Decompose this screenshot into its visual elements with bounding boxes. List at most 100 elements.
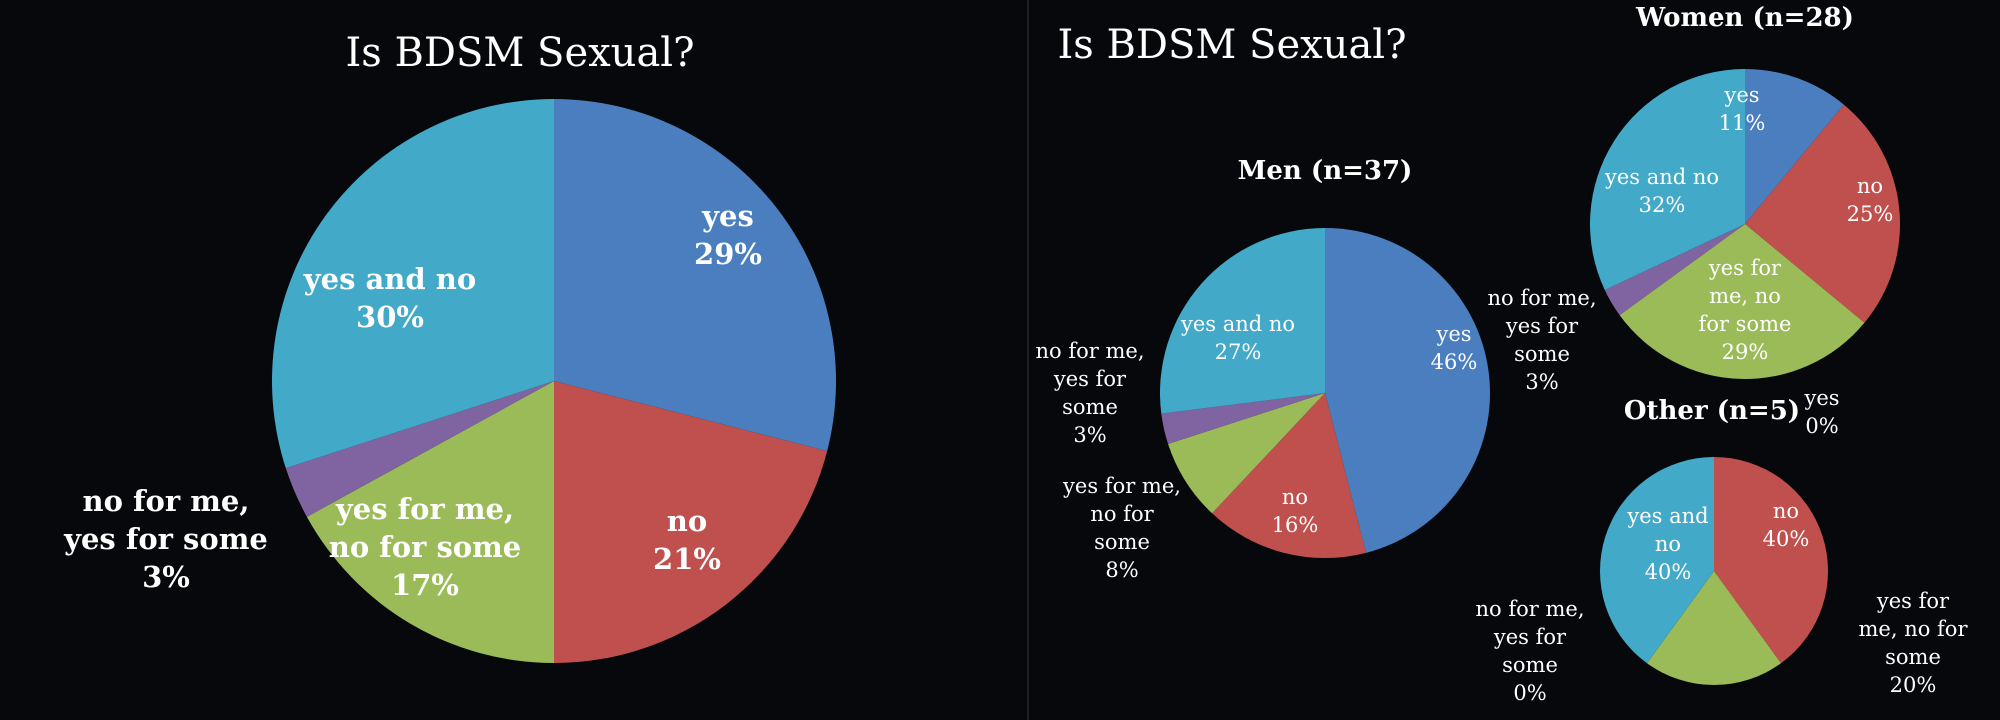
pie-1-slice-no: [1212, 393, 1367, 559]
pie-0-label-no-for-me-yes-for-some-line-2: 3%: [142, 560, 190, 594]
pie-3-label-yes-and-no-line-2: 40%: [1645, 560, 1692, 584]
pie-2-slice-yes: [1745, 69, 1844, 224]
pie-0-slice-no: [554, 381, 828, 663]
pie-3-label-yes-for-me-no-for-some-line-3: 20%: [1890, 673, 1937, 697]
pie-0-label-no-line-0: no: [667, 504, 707, 538]
pie-2-label-yes-for-me-no-for-some-line-2: for some: [1699, 312, 1792, 336]
pie-1-label-yes-and-no-line-0: yes and no: [1180, 312, 1295, 336]
pie-0-label-yes-for-me-no-for-some-line-2: 17%: [391, 568, 459, 602]
pie-3-label-no-for-me-yes-for-some-line-1: yes for: [1493, 625, 1567, 649]
pie-2-label-yes-for-me-no-for-some: yes for me, no for some 29%: [1699, 256, 1792, 364]
pie-2-label-yes-and-no: yes and no 32%: [1604, 165, 1719, 217]
pie-3-label-no-for-me-yes-for-some: no for me, yes for some 0%: [1476, 597, 1585, 705]
pie-2-label-no-for-me-yes-for-some: no for me, yes for some 3%: [1488, 286, 1597, 394]
pie-0-slice-yes: [554, 99, 836, 452]
pie-3-label-yes-for-me-no-for-some-line-1: me, no for: [1859, 617, 1969, 641]
pie-2-label-no-line-0: no: [1857, 174, 1883, 198]
pie-2-slice-no: [1745, 104, 1900, 323]
pie-2-slice-yes-and-no: [1589, 69, 1745, 290]
pie-3-slice-no: [1714, 457, 1828, 664]
pie-1-slice-yes-and-no: [1160, 228, 1325, 414]
pie-3-label-no: no 40%: [1763, 499, 1810, 551]
pie-2-label-yes-for-me-no-for-some-line-3: 29%: [1722, 340, 1769, 364]
pie-1-label-yes-and-no: yes and no 27%: [1180, 312, 1295, 364]
pie-1-label-no-for-me-yes-for-some: no for me, yes for some 3%: [1036, 339, 1145, 447]
pie-1-label-yes: yes 46%: [1431, 322, 1478, 374]
pie-3-label-yes-and-no: yes and no 40%: [1626, 504, 1708, 584]
pie-1-label-yes-for-me-no-for-some-line-2: some: [1094, 530, 1150, 554]
pie-2-label-yes-line-0: yes: [1723, 83, 1759, 107]
right-chart-title: Is BDSM Sexual?: [1057, 22, 1406, 68]
pie-2-label-yes-for-me-no-for-some-line-0: yes for: [1708, 256, 1782, 280]
pie-0-label-no: no 21%: [653, 504, 721, 576]
pie-1-label-yes-for-me-no-for-some-line-0: yes for me,: [1062, 474, 1181, 498]
pie-1-label-no-line-1: 16%: [1272, 513, 1319, 537]
pie-1-label-no-for-me-yes-for-some-line-1: yes for: [1053, 367, 1127, 391]
pie-0-label-yes: yes 29%: [694, 199, 762, 271]
pie-0-label-no-for-me-yes-for-some-line-1: yes for some: [63, 522, 268, 556]
pie-0-label-yes-and-no: yes and no 30%: [303, 262, 476, 334]
pie-3-label-yes-for-me-no-for-some-line-0: yes for: [1876, 589, 1950, 613]
pie-2-label-yes: yes 11%: [1719, 83, 1766, 135]
pie-3-label-yes-for-me-no-for-some-line-2: some: [1885, 645, 1941, 669]
pie-1-slice-yes-for-me-no-for-some: [1168, 393, 1325, 514]
pie-1-label-yes-line-1: 46%: [1431, 350, 1478, 374]
pie-3-slice-yes-for-me-no-for-some: [1646, 571, 1782, 686]
pie-1-slice-no-for-me-yes-for-some: [1161, 393, 1325, 444]
pie-2-label-yes-line-1: 11%: [1719, 111, 1766, 135]
pie-0-label-yes-line-1: 29%: [694, 237, 762, 271]
pie-0-label-yes-line-0: yes: [701, 199, 754, 233]
pie-1-label-yes-line-0: yes: [1435, 322, 1471, 346]
pie-0-slice-yes-and-no: [271, 99, 554, 469]
pie-0-label-no-for-me-yes-for-some: no for me, yes for some 3%: [63, 484, 268, 594]
pie-3-label-no-line-1: 40%: [1763, 527, 1810, 551]
pie-0-label-no-for-me-yes-for-some-line-0: no for me,: [83, 484, 250, 518]
pie-0-label-yes-for-me-no-for-some-line-0: yes for me,: [335, 492, 514, 526]
pie-0-slice-no-for-me-yes-for-some: [285, 381, 554, 517]
pie-1-label-no-for-me-yes-for-some-line-2: some: [1062, 395, 1118, 419]
pie-0-label-yes-for-me-no-for-some: yes for me, no for some 17%: [329, 492, 522, 602]
pie-3-label-no-for-me-yes-for-some-line-0: no for me,: [1476, 597, 1585, 621]
pie-1-label-no-line-0: no: [1282, 485, 1308, 509]
pie-2-label-no-for-me-yes-for-some-line-1: yes for: [1505, 314, 1579, 338]
pie-2-label-no-for-me-yes-for-some-line-3: 3%: [1525, 370, 1558, 394]
pie-2-label-no: no 25%: [1847, 174, 1894, 226]
pie-3-label-yes: yes 0%: [1803, 386, 1839, 438]
pie-2-label-no-line-1: 25%: [1847, 202, 1894, 226]
pie-1-label-yes-and-no-line-1: 27%: [1215, 340, 1262, 364]
pie-2-label-no-for-me-yes-for-some-line-2: some: [1514, 342, 1570, 366]
men-chart-subtitle: Men (n=37): [1238, 156, 1413, 186]
pie-3-label-no-for-me-yes-for-some-line-3: 0%: [1513, 681, 1546, 705]
pie-0-label-yes-and-no-line-1: 30%: [356, 300, 424, 334]
pie-1-label-yes-for-me-no-for-some-line-3: 8%: [1105, 558, 1138, 582]
pie-2-label-yes-for-me-no-for-some-line-1: me, no: [1709, 284, 1781, 308]
pie-1-label-yes-for-me-no-for-some-line-1: no for: [1090, 502, 1154, 526]
pie-3-label-yes-and-no-line-1: no: [1655, 532, 1681, 556]
pie-3-label-no-for-me-yes-for-some-line-2: some: [1502, 653, 1558, 677]
pie-1-label-yes-for-me-no-for-some: yes for me, no for some 8%: [1062, 474, 1181, 582]
pie-2-label-yes-and-no-line-0: yes and no: [1604, 165, 1719, 189]
pie-1-label-no: no 16%: [1272, 485, 1319, 537]
pie-2-slice-no-for-me-yes-for-some: [1604, 224, 1745, 316]
left-chart-title: Is BDSM Sexual?: [345, 30, 694, 76]
pie-3-label-no-line-0: no: [1773, 499, 1799, 523]
pie-2-slice-yes-for-me-no-for-some: [1619, 224, 1865, 379]
pie-3-label-yes-line-1: 0%: [1805, 414, 1838, 438]
pie-0-label-no-line-1: 21%: [653, 542, 721, 576]
pie-0-slice-yes-for-me-no-for-some: [306, 381, 554, 663]
pie-0-label-yes-for-me-no-for-some-line-1: no for some: [329, 530, 522, 564]
other-chart-subtitle: Other (n=5): [1624, 396, 1800, 426]
pie-3-label-yes-for-me-no-for-some: yes for me, no for some 20%: [1859, 589, 1969, 697]
pie-1-label-no-for-me-yes-for-some-line-0: no for me,: [1036, 339, 1145, 363]
pie-0-label-yes-and-no-line-0: yes and no: [303, 262, 476, 296]
panel-divider: [1027, 0, 1029, 720]
pie-3-label-yes-line-0: yes: [1803, 386, 1839, 410]
pie-3-label-yes-and-no-line-0: yes and: [1626, 504, 1708, 528]
pie-1-label-no-for-me-yes-for-some-line-3: 3%: [1073, 423, 1106, 447]
pie-3-slice-yes-and-no: [1600, 457, 1714, 664]
women-chart-subtitle: Women (n=28): [1635, 3, 1854, 33]
pie-2-label-yes-and-no-line-1: 32%: [1639, 193, 1686, 217]
pie-1-slice-yes: [1325, 228, 1490, 553]
pie-2-label-no-for-me-yes-for-some-line-0: no for me,: [1488, 286, 1597, 310]
